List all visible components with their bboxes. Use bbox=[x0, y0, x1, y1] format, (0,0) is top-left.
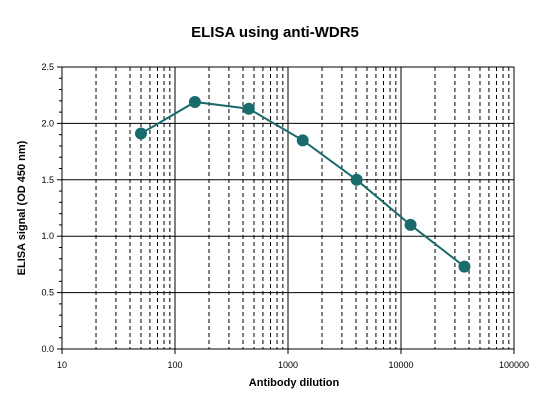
data-point bbox=[242, 102, 255, 115]
x-tick-label: 10 bbox=[57, 360, 67, 370]
y-tick-label: 0.5 bbox=[41, 288, 54, 298]
x-tick-label: 10000 bbox=[388, 360, 413, 370]
data-point bbox=[134, 127, 147, 140]
y-tick-label: 2.5 bbox=[41, 62, 54, 72]
chart-title: ELISA using anti-WDR5 bbox=[191, 24, 359, 41]
axis-ticks: 0.0 0.5 1.0 1.5 2.0 2.5 10 100 1000 10000 100000 bbox=[41, 62, 529, 370]
data-point bbox=[458, 260, 471, 273]
series-group bbox=[134, 95, 471, 273]
y-tick-label: 2.0 bbox=[41, 118, 54, 128]
y-tick-label: 1.5 bbox=[41, 175, 54, 185]
grid-lines bbox=[62, 67, 514, 349]
data-point bbox=[350, 173, 363, 186]
x-tick-label: 1000 bbox=[278, 360, 298, 370]
data-point bbox=[404, 218, 417, 231]
x-tick-label: 100000 bbox=[499, 360, 529, 370]
data-point bbox=[188, 95, 201, 108]
y-tick-label: 0.0 bbox=[41, 344, 54, 354]
data-point bbox=[296, 134, 309, 147]
x-axis-title: Antibody dilution bbox=[249, 377, 340, 389]
y-tick-label: 1.0 bbox=[41, 231, 54, 241]
y-axis-title: ELISA signal (OD 450 nm) bbox=[16, 140, 28, 275]
x-tick-label: 100 bbox=[167, 360, 182, 370]
series-line bbox=[140, 100, 466, 268]
